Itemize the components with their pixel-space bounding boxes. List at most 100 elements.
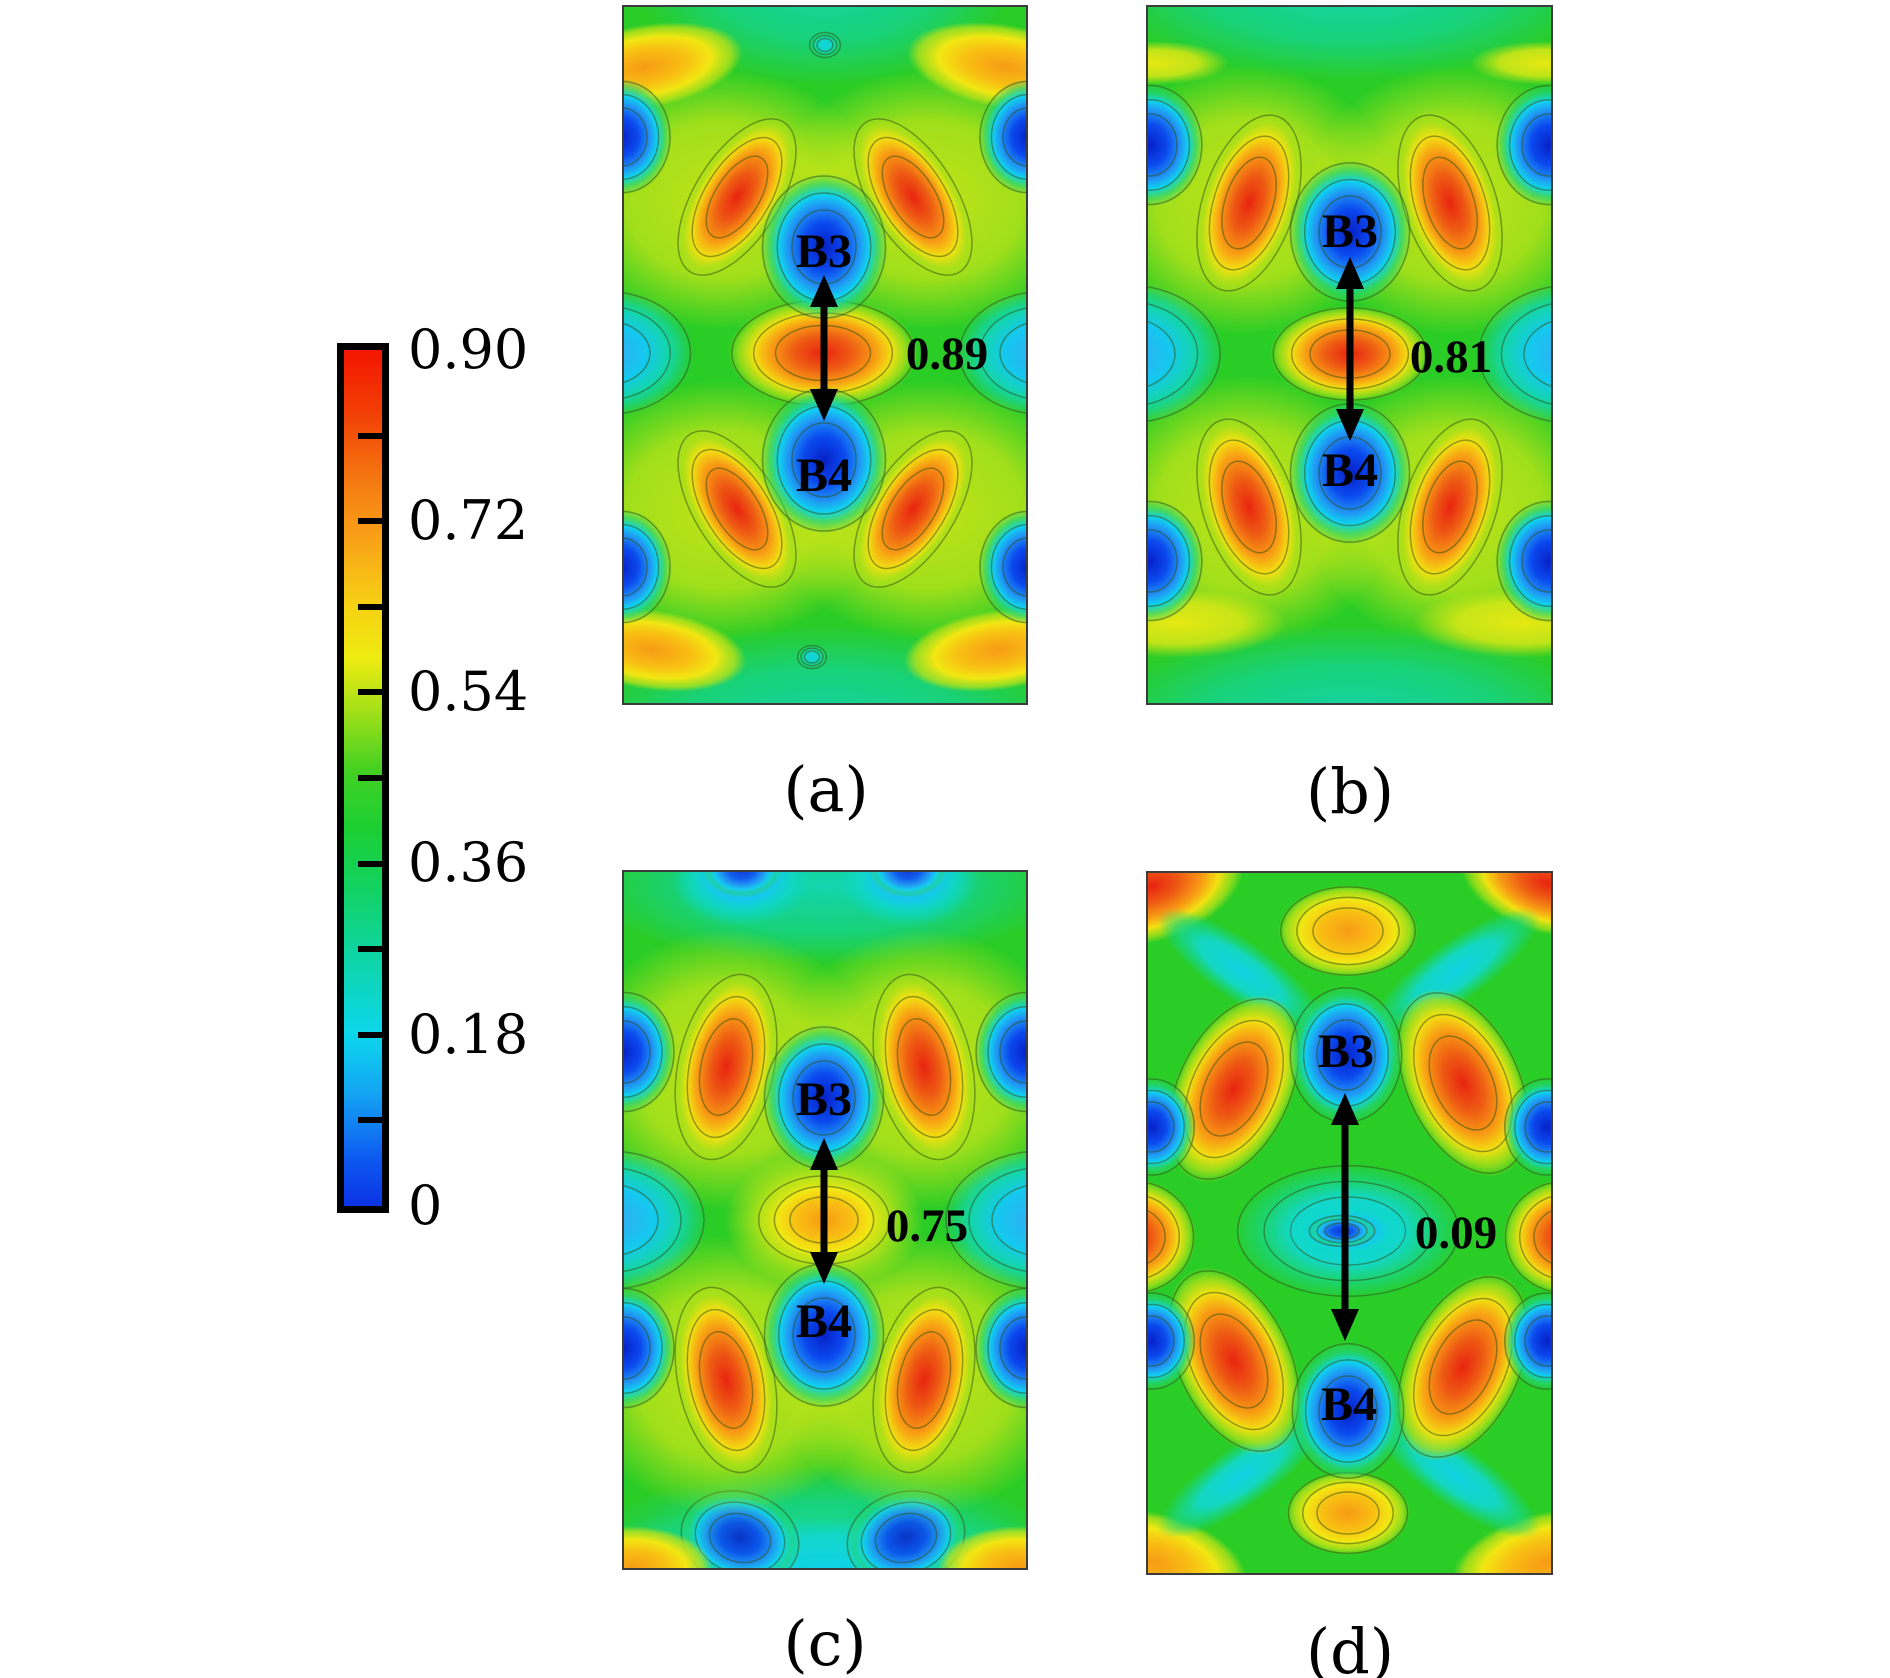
blue-contour-blob bbox=[622, 990, 676, 1114]
contour-line bbox=[708, 1512, 772, 1564]
contour-panel-b: B3 B4 0.81 bbox=[1146, 5, 1553, 705]
blue-contour-blob bbox=[974, 1286, 1028, 1410]
contour-line bbox=[691, 136, 783, 258]
contour-line bbox=[990, 93, 1028, 181]
contour-line bbox=[686, 1308, 766, 1452]
contour-line bbox=[1146, 529, 1178, 593]
contour-line bbox=[896, 1018, 952, 1116]
contour-line bbox=[867, 136, 959, 258]
panel-frame bbox=[622, 5, 1028, 705]
contour-line bbox=[991, 1184, 1028, 1256]
contour-line bbox=[1500, 302, 1553, 406]
contour-line bbox=[1208, 135, 1290, 271]
contour-line bbox=[1316, 1019, 1376, 1091]
panel-a-caption: (a) bbox=[783, 753, 869, 826]
contour-line bbox=[884, 995, 964, 1139]
red-contour-blob bbox=[1166, 995, 1302, 1183]
contour-line bbox=[1304, 1359, 1392, 1463]
red-contour-blob bbox=[1194, 415, 1304, 599]
colorbar-tick bbox=[358, 603, 382, 610]
contour-line bbox=[979, 80, 1028, 194]
orange-contour-blob bbox=[938, 1526, 1028, 1570]
contour-line bbox=[622, 523, 660, 611]
contour-line bbox=[1146, 1195, 1180, 1279]
colorbar-tick bbox=[358, 432, 382, 439]
colorbar-tick-label: 0.90 bbox=[408, 318, 529, 381]
site-label-top: B3 bbox=[1318, 1025, 1374, 1078]
colorbar-tick-label: 0.36 bbox=[408, 831, 529, 894]
contour-line bbox=[1146, 515, 1191, 607]
contour-line bbox=[979, 307, 1028, 399]
colorbar-tick-label: 0 bbox=[408, 1174, 443, 1237]
red-contour-blob bbox=[851, 115, 975, 279]
bond-distance-arrow bbox=[1336, 257, 1364, 441]
orange-contour-blob bbox=[1278, 885, 1418, 977]
contour-line bbox=[1002, 537, 1028, 597]
bond-value-label: 0.09 bbox=[1415, 1207, 1497, 1259]
contour-line bbox=[622, 1167, 682, 1273]
contour-line bbox=[1318, 1375, 1378, 1447]
panel-c-caption: (c) bbox=[783, 1607, 867, 1678]
blue-contour-blob bbox=[760, 173, 888, 321]
panel-b-caption: (b) bbox=[1305, 755, 1395, 828]
panel-d-caption: (d) bbox=[1305, 1615, 1395, 1678]
contour-line bbox=[622, 80, 671, 194]
red-contour-blob bbox=[871, 1283, 977, 1477]
colorbar-tick bbox=[358, 1031, 382, 1038]
contour-line bbox=[1496, 500, 1553, 622]
red-contour-blob bbox=[1395, 415, 1505, 599]
blue-contour-blob bbox=[762, 1024, 886, 1172]
bond-distance-arrow bbox=[810, 275, 838, 421]
contour-line bbox=[1524, 1101, 1553, 1153]
bond-value-label: 0.81 bbox=[1410, 331, 1492, 383]
blue-contour-blob bbox=[1146, 1077, 1196, 1177]
contour-line bbox=[1221, 156, 1277, 250]
contour-line bbox=[1428, 1319, 1498, 1415]
orange-contour-blob bbox=[907, 22, 1028, 112]
contour-line bbox=[1146, 113, 1178, 177]
contour-line bbox=[622, 93, 660, 181]
blue-contour-blob bbox=[1495, 499, 1553, 623]
contour-line bbox=[1413, 1013, 1513, 1153]
contour-line bbox=[622, 537, 648, 597]
contour-line bbox=[881, 467, 945, 551]
colorbar-gradient-bar bbox=[337, 343, 389, 1213]
contour-line bbox=[622, 1150, 705, 1290]
red-contour-blob bbox=[1460, 871, 1553, 939]
red-contour-blob bbox=[1503, 1180, 1553, 1294]
contour-line bbox=[686, 995, 766, 1139]
orange-contour-blob bbox=[622, 22, 743, 112]
site-label-bottom: B4 bbox=[796, 449, 852, 502]
red-contour-blob bbox=[1166, 1267, 1302, 1455]
sky-contour-blob bbox=[942, 1148, 1028, 1292]
contour-line bbox=[968, 1167, 1028, 1273]
sky-contour-blob bbox=[1146, 283, 1224, 425]
site-label-bottom: B4 bbox=[1321, 1378, 1377, 1431]
contour-line bbox=[803, 650, 821, 664]
contour-line bbox=[1221, 460, 1277, 554]
blue-contour-blob bbox=[1288, 985, 1404, 1125]
bond-distance-arrow bbox=[1331, 1093, 1359, 1341]
contour-line bbox=[1504, 1181, 1553, 1293]
panel-frame bbox=[1146, 871, 1553, 1575]
contour-line bbox=[1504, 1078, 1553, 1176]
contour-line bbox=[622, 510, 671, 624]
contour-line bbox=[1208, 439, 1290, 575]
contour-line bbox=[1291, 1343, 1405, 1479]
contour-line bbox=[1002, 107, 1028, 167]
contour-line bbox=[884, 1308, 964, 1452]
sky-contour-blob bbox=[1475, 283, 1553, 425]
site-label-top: B3 bbox=[1322, 205, 1378, 258]
site-label-bottom: B4 bbox=[1322, 444, 1378, 497]
contour-line bbox=[705, 467, 769, 551]
contour-line bbox=[1146, 1209, 1166, 1265]
contour-line bbox=[1146, 84, 1203, 206]
contour-line bbox=[1397, 992, 1529, 1174]
contour-line bbox=[1397, 1276, 1529, 1458]
orange-contour-blob bbox=[903, 608, 1028, 692]
contour-line bbox=[881, 155, 945, 239]
blue-contour-blob bbox=[1146, 1291, 1196, 1391]
blue-contour-blob bbox=[702, 870, 782, 898]
contour-line bbox=[1146, 1078, 1195, 1176]
contour-line bbox=[1146, 1181, 1195, 1293]
